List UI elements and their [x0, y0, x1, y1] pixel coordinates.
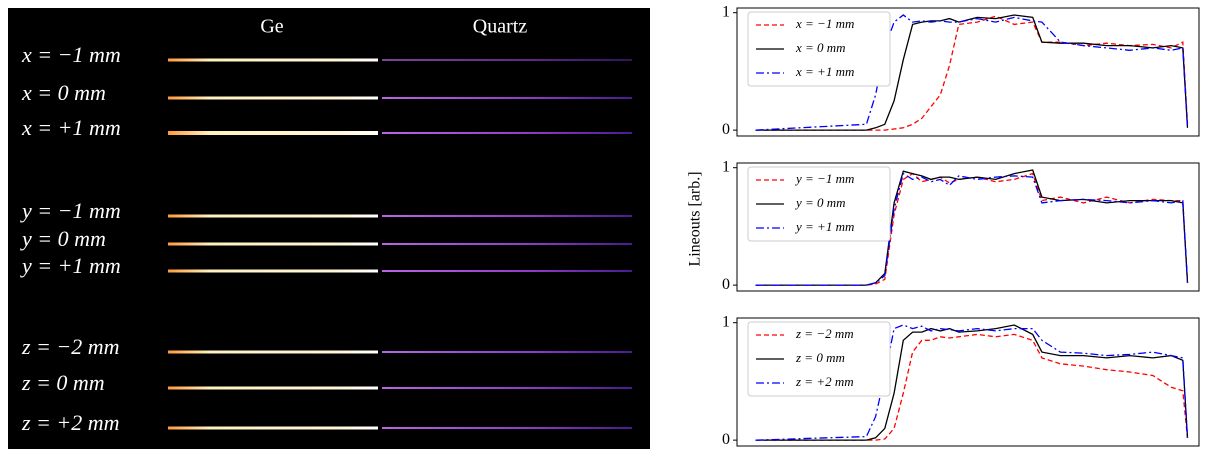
y-tick-label: 1	[722, 3, 730, 20]
quartz-streak	[382, 97, 632, 99]
row-label: z = −2 mm	[21, 334, 120, 359]
legend-label: y = 0 mm	[794, 195, 846, 210]
quartz-streak	[382, 243, 632, 245]
legend-label: x = +1 mm	[795, 64, 854, 79]
quartz-streak	[382, 215, 632, 217]
legend-label: z = 0 mm	[795, 350, 845, 365]
y-tick-label: 0	[722, 431, 730, 448]
column-label: Ge	[260, 16, 283, 38]
ge-streak	[168, 270, 378, 273]
row-label: z = 0 mm	[21, 370, 105, 395]
legend-label: y = +1 mm	[794, 219, 854, 234]
y-axis-label: Lineouts [arb.]	[687, 171, 704, 266]
figure: Ge Quartz x = −1 mm x = 0 mm x = +1 mm y = …	[0, 0, 1205, 449]
row-label: x = +1 mm	[21, 115, 121, 140]
ge-streak	[168, 427, 378, 430]
quartz-streak	[382, 132, 632, 134]
y-tick-label: 1	[722, 158, 730, 175]
ge-streak	[168, 351, 378, 354]
row-label: y = 0 mm	[20, 226, 106, 251]
quartz-streak	[382, 351, 632, 353]
legend-label: x = −1 mm	[795, 16, 854, 31]
row-label: z = +2 mm	[21, 410, 120, 435]
ge-streak	[168, 131, 378, 135]
row-label: x = −1 mm	[21, 42, 121, 67]
page: {"image": {"columns": ["Ge", "Quartz"], …	[0, 0, 1205, 449]
row-label: x = 0 mm	[21, 80, 106, 105]
y-tick-label: 0	[722, 121, 730, 138]
quartz-streak	[382, 59, 632, 61]
ge-streak	[168, 387, 378, 390]
column-label: Quartz	[473, 16, 528, 38]
ge-streak	[168, 215, 378, 218]
y-tick-label: 1	[722, 313, 730, 330]
quartz-streak	[382, 387, 632, 389]
legend-label: z = −2 mm	[795, 326, 854, 341]
legend-label: x = 0 mm	[795, 40, 846, 55]
quartz-streak	[382, 427, 632, 429]
quartz-streak	[382, 270, 632, 272]
row-label: y = −1 mm	[20, 198, 121, 223]
legend-label: y = −1 mm	[794, 171, 854, 186]
ge-streak	[168, 243, 378, 246]
ge-streak	[168, 97, 378, 100]
y-tick-label: 0	[722, 276, 730, 293]
legend-label: z = +2 mm	[795, 374, 854, 389]
row-label: y = +1 mm	[20, 253, 121, 278]
ge-streak	[168, 59, 378, 62]
